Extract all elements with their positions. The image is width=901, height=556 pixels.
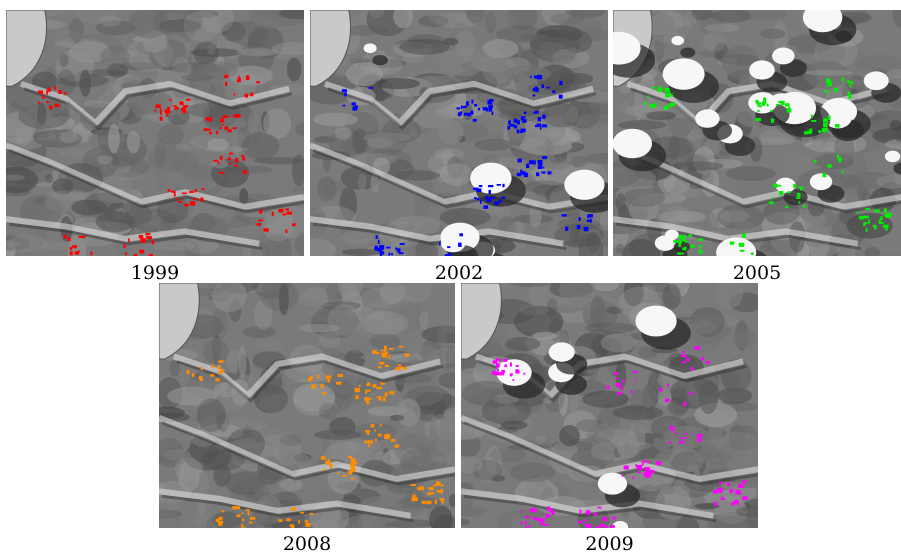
- satellite-image-2008: [159, 283, 455, 528]
- year-caption-1999: 1999: [130, 262, 180, 284]
- cloud-cover: [496, 305, 691, 528]
- terrain-canvas: [310, 10, 608, 256]
- detection-overlay: [186, 345, 445, 528]
- detection-overlay: [644, 77, 892, 255]
- satellite-image-2005: [613, 10, 901, 256]
- satellite-image-1999: [6, 10, 304, 256]
- mountain-ridges: [159, 353, 455, 523]
- detection-overlay: [491, 346, 748, 528]
- terrain-canvas: [159, 283, 455, 528]
- mountain-ridges: [310, 80, 608, 251]
- terrain-canvas: [6, 10, 304, 256]
- detection-overlay: [38, 74, 296, 256]
- year-caption-2009: 2009: [585, 533, 634, 555]
- lake-shape: [310, 10, 351, 87]
- cloud-cover: [613, 10, 901, 256]
- detection-overlay: [341, 75, 593, 256]
- terrain-canvas: [613, 10, 901, 256]
- cloud-cover: [363, 43, 608, 256]
- satellite-image-2009: [461, 283, 758, 528]
- lake-shape: [159, 283, 200, 360]
- satellite-image-2002: [310, 10, 608, 256]
- year-caption-2005: 2005: [732, 262, 782, 284]
- terrain-canvas: [461, 283, 758, 528]
- year-caption-2008: 2008: [282, 533, 332, 555]
- mountain-ridges: [6, 80, 304, 251]
- lake-shape: [6, 10, 47, 87]
- lake-shape: [461, 283, 502, 360]
- year-caption-2002: 2002: [434, 262, 484, 284]
